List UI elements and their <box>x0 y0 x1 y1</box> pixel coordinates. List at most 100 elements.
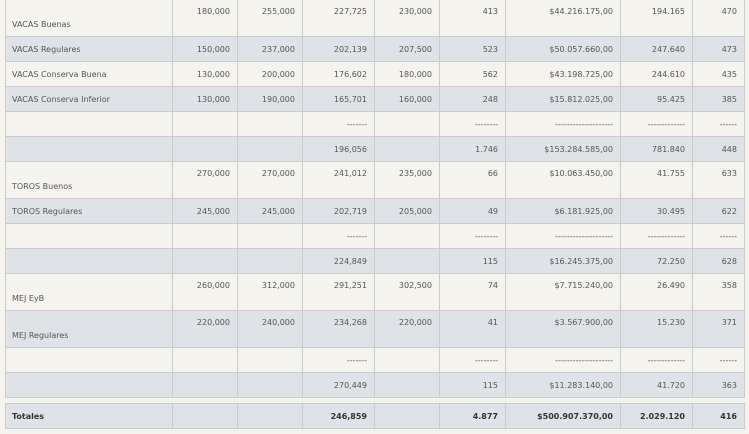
cell: 49 <box>439 198 506 224</box>
cell: -------- <box>439 223 506 249</box>
row-label <box>5 136 173 162</box>
cell: 150,000 <box>172 36 238 62</box>
cell: 235,000 <box>374 161 440 199</box>
cell: 30.495 <box>620 198 693 224</box>
cell: 130,000 <box>172 61 238 87</box>
cell: 312,000 <box>237 273 303 311</box>
cell: 245,000 <box>237 198 303 224</box>
cell: $16.245.375,00 <box>505 248 621 274</box>
cell <box>237 136 303 162</box>
cell: ------ <box>692 223 745 249</box>
cell: 622 <box>692 198 745 224</box>
cell <box>374 136 440 162</box>
cell <box>172 347 238 373</box>
cell: $44.216.175,00 <box>505 0 621 37</box>
cell: 26.490 <box>620 273 693 311</box>
cell: 200,000 <box>237 61 303 87</box>
cell: ------ <box>692 347 745 373</box>
cell: 196,056 <box>302 136 375 162</box>
cell: 255,000 <box>237 0 303 37</box>
cell: 416 <box>692 403 745 429</box>
cell <box>172 111 238 137</box>
cell: -------------------- <box>505 347 621 373</box>
cell: ------ <box>692 111 745 137</box>
cell: 202,719 <box>302 198 375 224</box>
cell: 247.640 <box>620 36 693 62</box>
cell: 194.165 <box>620 0 693 37</box>
table-row: VACAS Regulares 150,000 237,000 202,139 207,… <box>5 36 745 62</box>
cell: 385 <box>692 86 745 112</box>
table-row: VACAS Buenas 180,000 255,000 227,725 230,000… <box>5 0 745 37</box>
cell: 66 <box>439 161 506 199</box>
cell: 227,725 <box>302 0 375 37</box>
cell: 435 <box>692 61 745 87</box>
cell: 72.250 <box>620 248 693 274</box>
row-label <box>5 111 173 137</box>
cell: 358 <box>692 273 745 311</box>
table-row: VACAS Conserva Inferior 130,000 190,000 165… <box>5 86 745 112</box>
cell: ------- <box>302 223 375 249</box>
cell <box>172 223 238 249</box>
row-label: MEJ EyB <box>5 273 173 311</box>
cell <box>374 372 440 398</box>
cell <box>172 372 238 398</box>
cell: 448 <box>692 136 745 162</box>
table-row: 196,056 1.746 $153.284.585,00 781.840 448 <box>5 136 745 162</box>
cell: 205,000 <box>374 198 440 224</box>
cell: $43.198.725,00 <box>505 61 621 87</box>
cell: 237,000 <box>237 36 303 62</box>
cell: 363 <box>692 372 745 398</box>
cell: -------- <box>439 347 506 373</box>
cell: 224,849 <box>302 248 375 274</box>
row-label <box>5 223 173 249</box>
cell: $500.907.370,00 <box>505 403 621 429</box>
cell: 234,268 <box>302 310 375 348</box>
table-row: VACAS Conserva Buena 130,000 200,000 176,60… <box>5 61 745 87</box>
cell <box>374 403 440 429</box>
cell <box>172 136 238 162</box>
row-label: MEJ Regulares <box>5 310 173 348</box>
cell: -------------------- <box>505 111 621 137</box>
cell: 180,000 <box>374 61 440 87</box>
cell <box>237 372 303 398</box>
cell: 240,000 <box>237 310 303 348</box>
cell <box>374 111 440 137</box>
cell: 245,000 <box>172 198 238 224</box>
cell <box>374 223 440 249</box>
totals-row: Totales 246,859 4.877 $500.907.370,00 2.… <box>5 403 745 429</box>
cell: $6.181.925,00 <box>505 198 621 224</box>
cell: 230,000 <box>374 0 440 37</box>
cell: ------------- <box>620 223 693 249</box>
cell: 562 <box>439 61 506 87</box>
cell: 4.877 <box>439 403 506 429</box>
cell: 165,701 <box>302 86 375 112</box>
cell: 160,000 <box>374 86 440 112</box>
cell <box>237 403 303 429</box>
cell: 270,449 <box>302 372 375 398</box>
cell: 413 <box>439 0 506 37</box>
table-row: MEJ Regulares 220,000 240,000 234,268 220,00… <box>5 310 745 348</box>
cell: $50.057.660,00 <box>505 36 621 62</box>
cell <box>374 248 440 274</box>
totals-label: Totales <box>5 403 173 429</box>
cell: 176,602 <box>302 61 375 87</box>
cell: 41 <box>439 310 506 348</box>
cell <box>172 248 238 274</box>
cell <box>237 111 303 137</box>
row-label: VACAS Conserva Inferior <box>5 86 173 112</box>
table-row: ------- -------- -------------------- -----… <box>5 223 745 249</box>
cell: 291,251 <box>302 273 375 311</box>
cell: 115 <box>439 372 506 398</box>
cell: ------------- <box>620 347 693 373</box>
row-label: VACAS Conserva Buena <box>5 61 173 87</box>
table-row: MEJ EyB 260,000 312,000 291,251 302,500 74 $7.… <box>5 273 745 311</box>
cell: 74 <box>439 273 506 311</box>
cell: 2.029.120 <box>620 403 693 429</box>
row-label <box>5 347 173 373</box>
cell <box>237 223 303 249</box>
cell: -------------------- <box>505 223 621 249</box>
table-row: 224,849 115 $16.245.375,00 72.250 628 <box>5 248 745 274</box>
cell <box>237 347 303 373</box>
table-row: 270,449 115 $11.283.140,00 41.720 363 <box>5 372 745 398</box>
cell: 781.840 <box>620 136 693 162</box>
